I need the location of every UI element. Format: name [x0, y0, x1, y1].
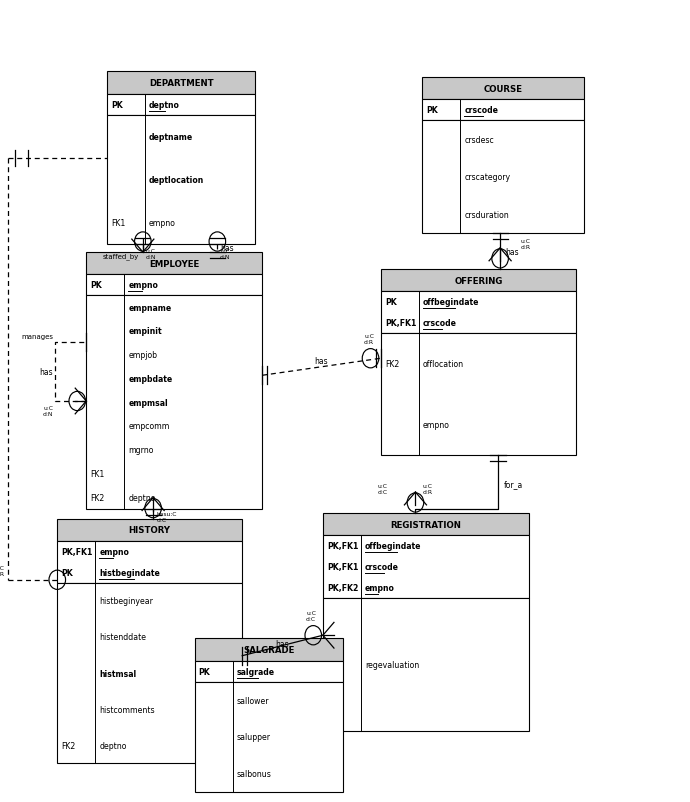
- Text: crscode: crscode: [464, 106, 498, 115]
- Text: salgrade: salgrade: [237, 666, 275, 676]
- Text: REGISTRATION: REGISTRATION: [391, 520, 461, 529]
- Text: u:C
d:N: u:C d:N: [146, 249, 156, 259]
- Text: empno: empno: [99, 547, 129, 557]
- Text: for_a: for_a: [504, 480, 523, 489]
- Text: COURSE: COURSE: [484, 84, 523, 94]
- Text: crscode: crscode: [365, 562, 399, 572]
- Bar: [323, 536, 529, 598]
- Text: deptno: deptno: [128, 493, 156, 502]
- Text: HISTORY: HISTORY: [129, 525, 170, 535]
- Text: histmsal: histmsal: [99, 669, 137, 678]
- Text: FK2: FK2: [385, 359, 400, 369]
- Text: empbdate: empbdate: [128, 375, 172, 383]
- Text: offlocation: offlocation: [423, 359, 464, 369]
- Text: empname: empname: [128, 303, 172, 312]
- Text: u:C
d:R: u:C d:R: [521, 238, 531, 249]
- Text: has: has: [39, 367, 53, 376]
- Text: PK,FK1: PK,FK1: [327, 541, 358, 551]
- Bar: [195, 638, 343, 661]
- Text: PK: PK: [199, 666, 210, 676]
- Text: has: has: [276, 639, 289, 648]
- Text: histenddate: histenddate: [99, 633, 146, 642]
- Text: PK: PK: [111, 100, 123, 110]
- Text: empmsal: empmsal: [128, 398, 168, 407]
- Bar: [422, 121, 584, 234]
- Bar: [57, 583, 242, 764]
- Text: deptname: deptname: [149, 132, 193, 141]
- Text: staffed_by: staffed_by: [103, 253, 139, 260]
- Bar: [86, 275, 262, 296]
- Text: PK,FK1: PK,FK1: [385, 318, 416, 328]
- Text: empno: empno: [128, 281, 158, 290]
- Text: u:C
d:C: u:C d:C: [306, 610, 316, 621]
- Bar: [195, 682, 343, 792]
- Text: empno: empno: [423, 420, 450, 430]
- Bar: [57, 519, 242, 541]
- Text: OFFERING: OFFERING: [454, 276, 503, 286]
- Text: offbegindate: offbegindate: [423, 298, 480, 307]
- Text: FK2: FK2: [61, 741, 76, 750]
- Bar: [107, 115, 255, 245]
- Text: has: has: [315, 356, 328, 366]
- Text: has: has: [506, 247, 520, 257]
- Bar: [323, 513, 529, 536]
- Text: PK: PK: [61, 568, 73, 577]
- Text: histcomments: histcomments: [99, 705, 155, 714]
- Bar: [422, 100, 584, 121]
- Text: histbeginyear: histbeginyear: [99, 597, 153, 606]
- Text: u:C
d:N: u:C d:N: [43, 406, 53, 416]
- Text: u:C
d:C: u:C d:C: [377, 484, 388, 495]
- Text: crscode: crscode: [423, 318, 457, 328]
- Text: u:C
d:R: u:C d:R: [422, 484, 433, 495]
- Text: crscategory: crscategory: [464, 173, 511, 182]
- Bar: [86, 253, 262, 275]
- Text: FK2: FK2: [90, 493, 105, 502]
- Bar: [381, 334, 576, 456]
- Text: PK,FK1: PK,FK1: [327, 562, 358, 572]
- Bar: [323, 598, 529, 731]
- Bar: [195, 661, 343, 682]
- Bar: [107, 95, 255, 115]
- Text: PK: PK: [426, 106, 438, 115]
- Text: empinit: empinit: [128, 327, 162, 336]
- Text: PK,FK2: PK,FK2: [327, 583, 358, 593]
- Text: u:C
d:R: u:C d:R: [364, 334, 374, 344]
- Text: empno: empno: [365, 583, 395, 593]
- Text: salbonus: salbonus: [237, 769, 272, 779]
- Bar: [381, 292, 576, 334]
- Text: FK1: FK1: [111, 219, 126, 228]
- Text: mgrno: mgrno: [128, 446, 154, 455]
- Text: crsdesc: crsdesc: [464, 136, 494, 144]
- Text: FK1: FK1: [90, 469, 105, 478]
- Text: empjob: empjob: [128, 350, 157, 359]
- Text: empcomm: empcomm: [128, 422, 170, 431]
- Text: u:C
d:N: u:C d:N: [220, 249, 230, 259]
- Text: deptno: deptno: [149, 100, 180, 110]
- Text: has: has: [220, 244, 234, 253]
- Text: u:C
d:R: u:C d:R: [0, 565, 5, 576]
- Text: PK: PK: [385, 298, 397, 307]
- Text: sallower: sallower: [237, 695, 269, 705]
- Text: histbegindate: histbegindate: [99, 568, 160, 577]
- Bar: [107, 72, 255, 95]
- Bar: [381, 269, 576, 292]
- Text: manages: manages: [21, 334, 53, 339]
- Text: empno: empno: [149, 219, 176, 228]
- Text: deptlocation: deptlocation: [149, 176, 204, 184]
- Bar: [57, 541, 242, 583]
- Text: crsduration: crsduration: [464, 211, 509, 220]
- Text: hasu:C
d:C: hasu:C d:C: [157, 512, 177, 522]
- Text: PK: PK: [90, 281, 102, 290]
- Text: SALGRADE: SALGRADE: [243, 645, 295, 654]
- Bar: [86, 296, 262, 509]
- Bar: [422, 78, 584, 100]
- Text: regevaluation: regevaluation: [365, 660, 420, 670]
- Text: salupper: salupper: [237, 732, 270, 742]
- Text: deptno: deptno: [99, 741, 127, 750]
- Text: offbegindate: offbegindate: [365, 541, 422, 551]
- Text: EMPLOYEE: EMPLOYEE: [149, 259, 199, 269]
- Text: PK,FK1: PK,FK1: [61, 547, 92, 557]
- Text: DEPARTMENT: DEPARTMENT: [149, 79, 213, 88]
